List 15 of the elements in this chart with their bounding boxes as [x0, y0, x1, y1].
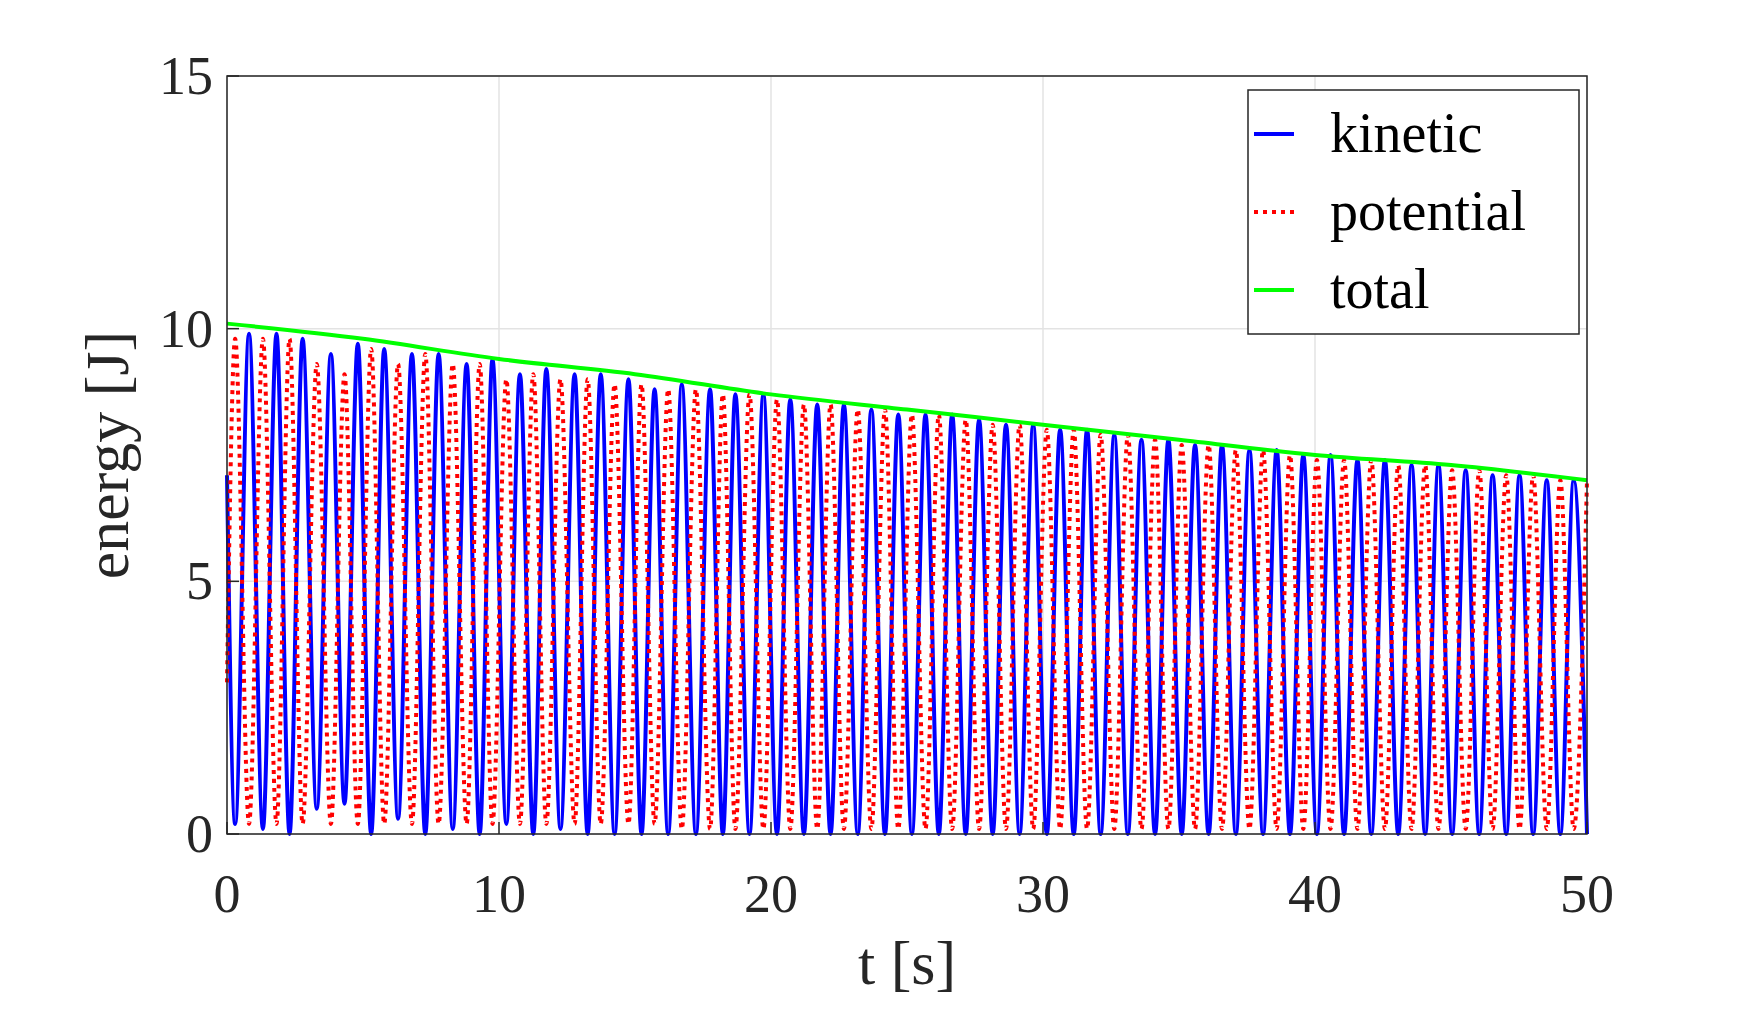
y-tick-label: 5: [186, 551, 213, 612]
legend-label: potential: [1330, 180, 1526, 242]
x-tick-label: 30: [1016, 864, 1070, 924]
y-tick-label: 10: [159, 298, 213, 359]
y-axis-title: energy [J]: [73, 330, 141, 580]
y-tick-label: 15: [159, 46, 213, 106]
x-axis-title: t [s]: [857, 929, 957, 997]
y-tick-label: 0: [186, 804, 213, 864]
x-tick-label: 10: [472, 864, 526, 924]
legend-label: kinetic: [1330, 102, 1483, 164]
line-series: [225, 321, 1589, 483]
legend-label: total: [1330, 258, 1430, 320]
x-tick-label: 20: [744, 864, 798, 924]
x-tick-label: 50: [1560, 864, 1614, 924]
x-tick-label: 40: [1288, 864, 1342, 924]
